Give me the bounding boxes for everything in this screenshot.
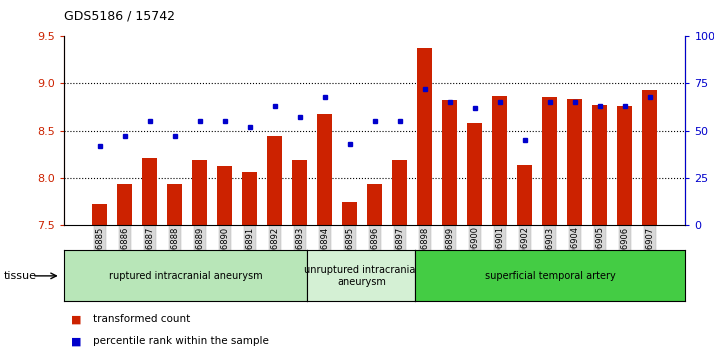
Bar (392, 160, 407, 225)
Text: superficial temporal artery: superficial temporal artery (485, 271, 615, 281)
Text: ruptured intracranial aneurysm: ruptured intracranial aneurysm (109, 271, 263, 281)
Bar (143, 158, 158, 225)
Bar (567, 99, 582, 225)
Bar (168, 184, 183, 225)
Bar (617, 106, 632, 225)
Bar (417, 48, 432, 225)
Text: tissue: tissue (4, 271, 36, 281)
Bar (293, 160, 308, 225)
Bar (592, 105, 607, 225)
Text: transformed count: transformed count (93, 314, 190, 325)
Bar (492, 96, 507, 225)
Bar (193, 160, 208, 225)
Bar (218, 166, 233, 225)
Bar (642, 90, 657, 225)
Bar (118, 184, 133, 225)
Bar (467, 123, 482, 225)
Bar (517, 165, 532, 225)
Bar (368, 184, 382, 225)
Text: unruptured intracranial
aneurysm: unruptured intracranial aneurysm (304, 265, 418, 287)
Bar (93, 204, 108, 225)
Bar (343, 203, 358, 225)
Text: ■: ■ (71, 314, 82, 325)
Bar (542, 97, 557, 225)
Text: ■: ■ (71, 336, 82, 346)
Bar (442, 99, 457, 225)
Bar (318, 114, 333, 225)
Bar (243, 172, 258, 225)
Bar (268, 136, 283, 225)
Text: GDS5186 / 15742: GDS5186 / 15742 (64, 9, 175, 22)
Text: percentile rank within the sample: percentile rank within the sample (93, 336, 268, 346)
